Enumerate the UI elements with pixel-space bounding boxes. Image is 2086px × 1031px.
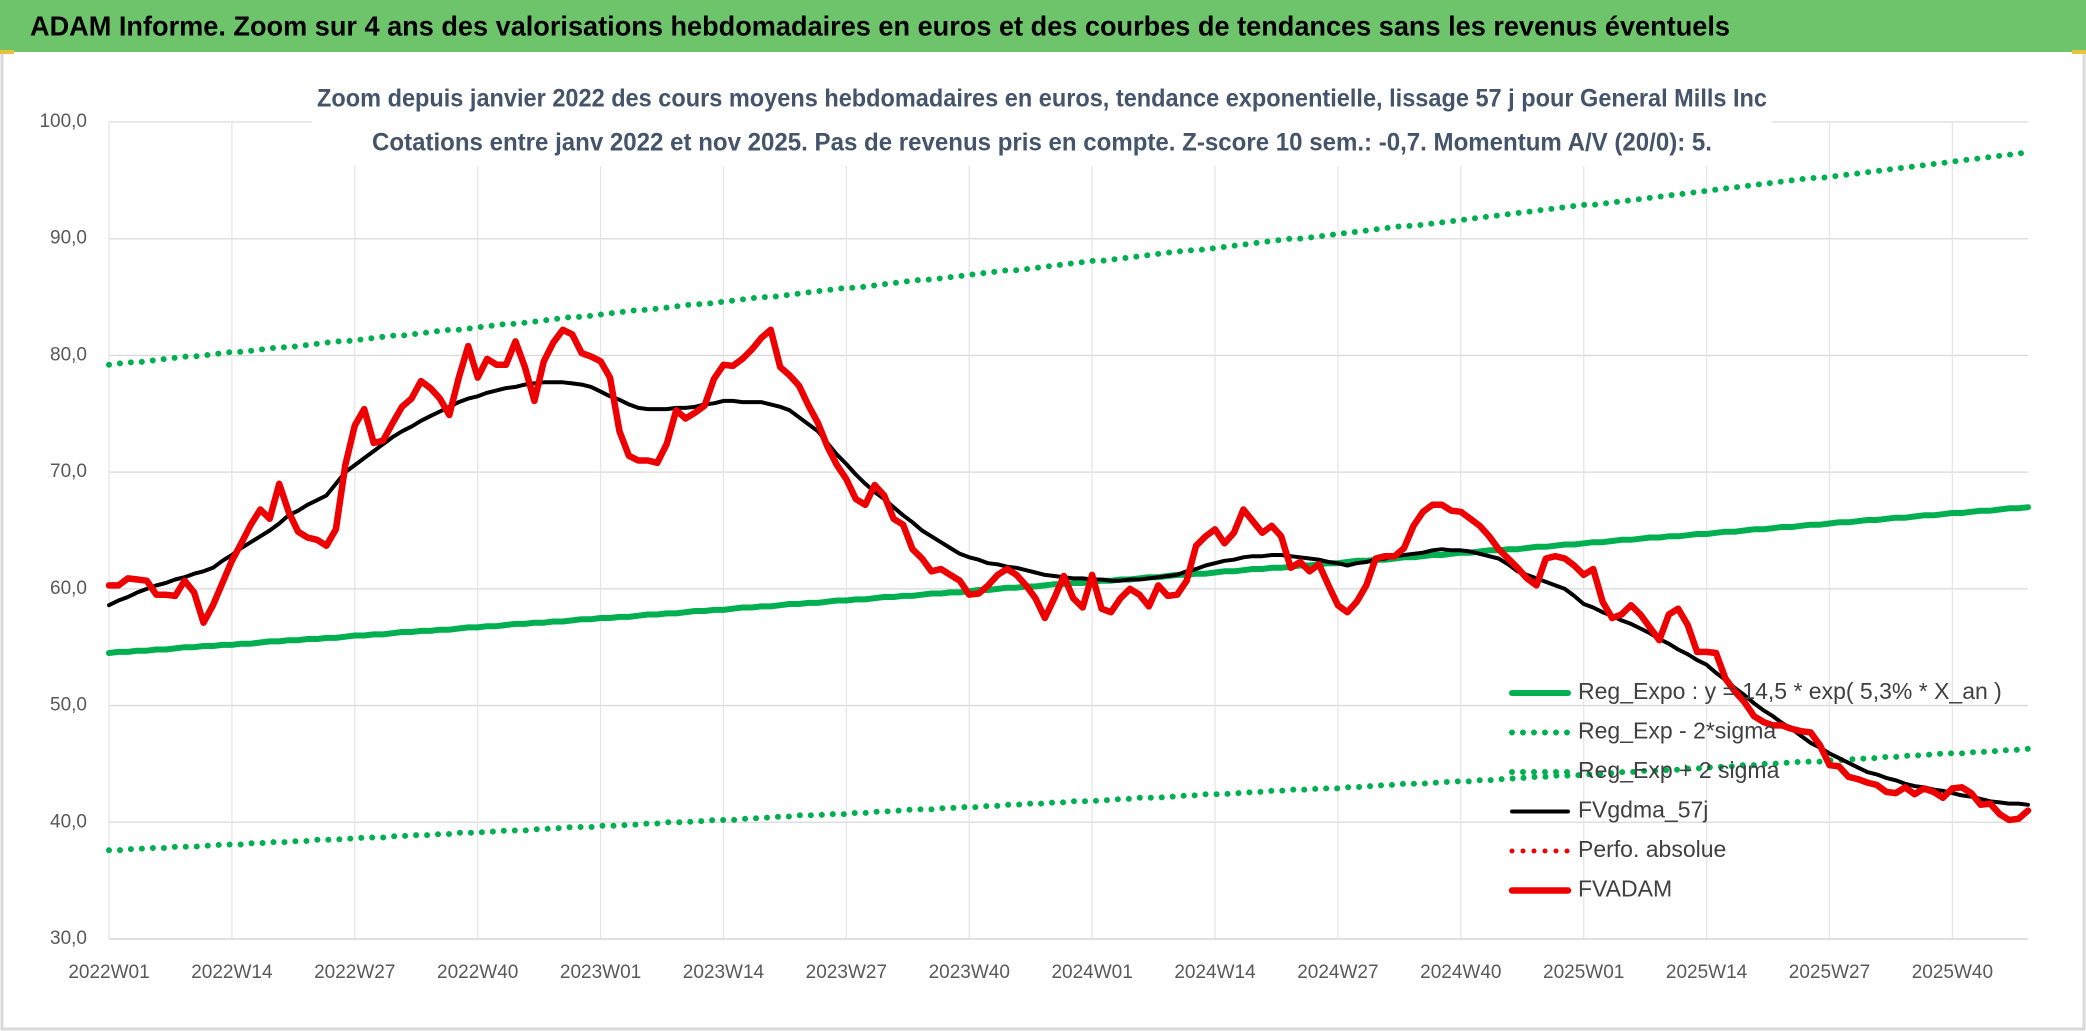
page-title: ADAM Informe. Zoom sur 4 ans des valoris… <box>30 10 1730 41</box>
legend-label: Perfo. absolue <box>1578 836 1726 862</box>
x-tick-label: 2023W14 <box>683 962 765 983</box>
y-tick-label: 30,0 <box>50 928 87 949</box>
y-tick-label: 60,0 <box>50 578 87 599</box>
title-box <box>312 78 1772 166</box>
y-tick-label: 100,0 <box>39 111 87 132</box>
legend-label: FVgdma_57j <box>1578 797 1708 823</box>
x-tick-label: 2022W01 <box>68 962 149 983</box>
x-tick-label: 2024W01 <box>1051 962 1132 983</box>
legend-label: FVADAM <box>1578 876 1672 902</box>
y-tick-label: 70,0 <box>50 461 87 482</box>
x-tick-label: 2025W40 <box>1912 962 1993 983</box>
x-tick-label: 2025W01 <box>1543 962 1624 983</box>
x-tick-label: 2022W40 <box>437 962 518 983</box>
chart-title: Zoom depuis janvier 2022 des cours moyen… <box>317 85 1767 113</box>
grid <box>108 121 2028 940</box>
x-tick-label: 2024W14 <box>1174 962 1256 983</box>
x-tick-label: 2024W40 <box>1420 962 1501 983</box>
axes: 30,0 40,0 50,0 60,0 70,0 80,0 90,0 100,0 2022W01… <box>39 111 2028 983</box>
x-tick-label: 2023W01 <box>560 962 641 983</box>
series-line <box>105 326 2032 824</box>
x-tick-label: 2022W14 <box>191 962 273 983</box>
y-tick-label: 80,0 <box>50 344 87 365</box>
x-tick-label: 2023W27 <box>806 962 887 983</box>
legend-label: Reg_Expo : y = 14,5 * exp( 5,3% * X_an ) <box>1578 678 2002 704</box>
header-corner <box>2072 50 2086 54</box>
y-tick-label: 50,0 <box>50 695 87 716</box>
x-tick-label: 2025W27 <box>1789 962 1870 983</box>
x-tick-label: 2023W40 <box>929 962 1010 983</box>
series-line <box>106 745 2031 854</box>
header-corner <box>0 50 14 54</box>
y-tick-label: 90,0 <box>50 228 87 249</box>
legend-label: Reg_Exp - 2*sigma <box>1578 718 1776 744</box>
plot <box>105 149 2032 854</box>
series-line <box>107 380 2030 807</box>
y-tick-label: 40,0 <box>50 811 87 832</box>
x-tick-label: 2024W27 <box>1297 962 1378 983</box>
chart-subtitle: Cotations entre janv 2022 et nov 2025. P… <box>372 129 1712 157</box>
series-line <box>106 149 2031 368</box>
header-band <box>0 0 2086 52</box>
x-tick-label: 2025W14 <box>1666 962 1748 983</box>
x-tick-label: 2022W27 <box>314 962 395 983</box>
legend: Reg_Expo : y = 14,5 * exp( 5,3% * X_an )… <box>1508 678 2002 902</box>
legend-label: Reg_Exp + 2 sigma <box>1578 757 1780 783</box>
